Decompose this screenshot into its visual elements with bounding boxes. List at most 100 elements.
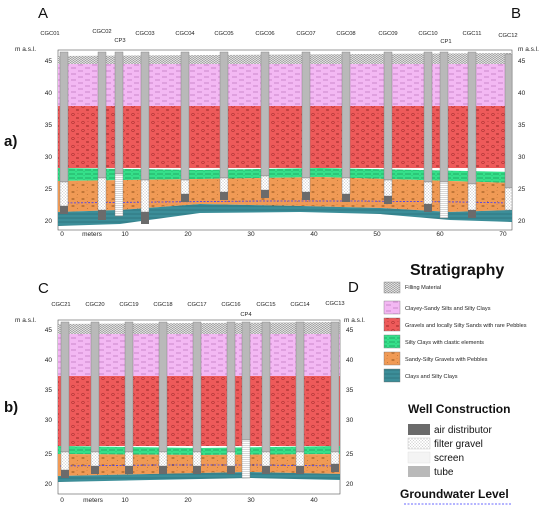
y-tick: 35 [45,122,53,129]
y-axis-left-a: 45 40 35 30 25 20 [45,58,53,225]
y-tick: 35 [346,387,354,394]
well-column [261,321,271,474]
layer-sandy-silty-gravels [58,177,512,212]
cp-column [439,51,449,219]
well-label: CGC20 [85,302,104,308]
well-label: CGC01 [40,31,59,37]
well-column [192,321,202,474]
well-column [341,51,351,202]
legend-swatch-silts [383,300,401,315]
corner-label-a: A [38,5,48,22]
y-tick: 40 [45,90,53,97]
well-label: CGC16 [221,302,240,308]
x-axis-a: 0 10 20 30 40 50 60 70 [60,231,507,238]
y-tick: 20 [346,481,354,488]
y-tick: 45 [346,327,354,334]
well-construction-title: Well Construction [408,402,510,416]
x-tick: 40 [310,231,318,238]
y-tick: 30 [518,154,526,161]
y-tick: 20 [518,218,526,225]
cp-label: CP4 [240,312,252,318]
x-tick: 60 [436,231,444,238]
cp-column [241,321,251,479]
well-column [90,321,100,474]
legend-swatch-sandy-gravels [383,351,401,366]
well-column [504,53,513,211]
x-tick: 50 [373,231,381,238]
well-label: CGC05 [214,31,233,37]
legend-swatch-filling [383,281,401,294]
well-label: CGC07 [296,31,315,37]
legend-label: Sandy-Silty Gravels with Pebbles [405,357,488,363]
well-label: CGC10 [418,31,437,37]
well-labels-a: CGC01 CGC02 CGC03 CGC04 CGC05 CGC06 CGC0… [40,29,517,45]
y-tick: 25 [45,451,53,458]
y-tick: 35 [518,122,526,129]
corner-label-b: B [511,5,521,22]
y-tick: 40 [346,357,354,364]
x-tick: 20 [184,497,192,504]
y-tick: 25 [346,451,354,458]
well-label: CGC11 [463,31,482,37]
y-tick: 35 [45,387,53,394]
x-tick: 70 [499,231,507,238]
well-column [180,51,190,202]
y-axis-right-c: 45 40 35 30 25 20 [346,327,354,488]
legend-swatch-gravels [383,317,401,332]
well-label: CGC02 [92,29,111,35]
layer-filling-material [58,53,512,64]
legend: Stratigraphy Filling Material Clayey-San… [383,262,527,505]
x-tick: 30 [247,231,255,238]
x-tick: 40 [310,497,318,504]
corner-label-d: D [348,279,359,296]
elev-unit-right: m a.s.l. [344,317,365,324]
cp-label: CP3 [114,38,125,44]
distance-unit: meters [82,231,103,238]
panel-label-a: a) [4,133,17,150]
layer-silty-clays-clastic [58,168,512,183]
well-label: CGC04 [175,31,195,37]
well-label: CGC15 [256,302,275,308]
cp-label: CP1 [440,39,451,45]
legend-swatch-clays [383,368,401,383]
well-label: CGC13 [325,301,344,307]
y-tick: 30 [45,154,53,161]
well-column [97,51,107,220]
legend-label: air distributor [434,425,492,436]
well-label: CGC06 [255,31,274,37]
well-column [59,51,69,214]
elev-unit-left: m a.s.l. [15,46,36,53]
well-label: CGC03 [135,31,154,37]
y-axis-left-c: 45 40 35 30 25 20 [45,327,53,488]
legend-swatch-silty-clays [383,334,401,349]
wells-a [59,51,513,224]
legend-swatch-filter-gravel [407,437,431,450]
section-a-b: A B a) CGC01 CGC02 CGC03 CGC04 CGC05 CGC… [4,5,539,238]
legend-label: filter gravel [434,439,483,450]
y-tick: 30 [346,417,354,424]
well-column [226,321,236,474]
y-tick: 45 [45,327,53,334]
well-column [140,51,150,224]
legend-swatch-screen [407,451,431,464]
section-c-d: C D b) CGC21 CGC20 CGC19 CGC18 CGC17 CGC… [4,279,365,504]
x-tick: 20 [184,231,192,238]
layer-gravels [58,106,512,168]
corner-label-c: C [38,280,49,297]
well-label: CGC08 [336,31,355,37]
wells-c [60,321,340,479]
legend-label: Filling Material [405,285,441,291]
groundwater-level-title: Groundwater Level [400,487,509,501]
legend-label: screen [434,453,464,464]
legend-label: Clays and Silty Clays [405,374,458,380]
well-labels-c: CGC21 CGC20 CGC19 CGC18 CGC17 CGC16 CGC1… [51,301,344,318]
legend-label: Gravels and locally Silty Sands with rar… [405,323,527,329]
well-label: CGC21 [51,302,70,308]
distance-unit: meters [83,497,104,504]
legend-swatch-air-distributor [408,424,430,435]
well-label: CGC17 [187,302,206,308]
x-tick: 30 [247,497,255,504]
y-tick: 40 [45,357,53,364]
well-column [383,51,393,204]
